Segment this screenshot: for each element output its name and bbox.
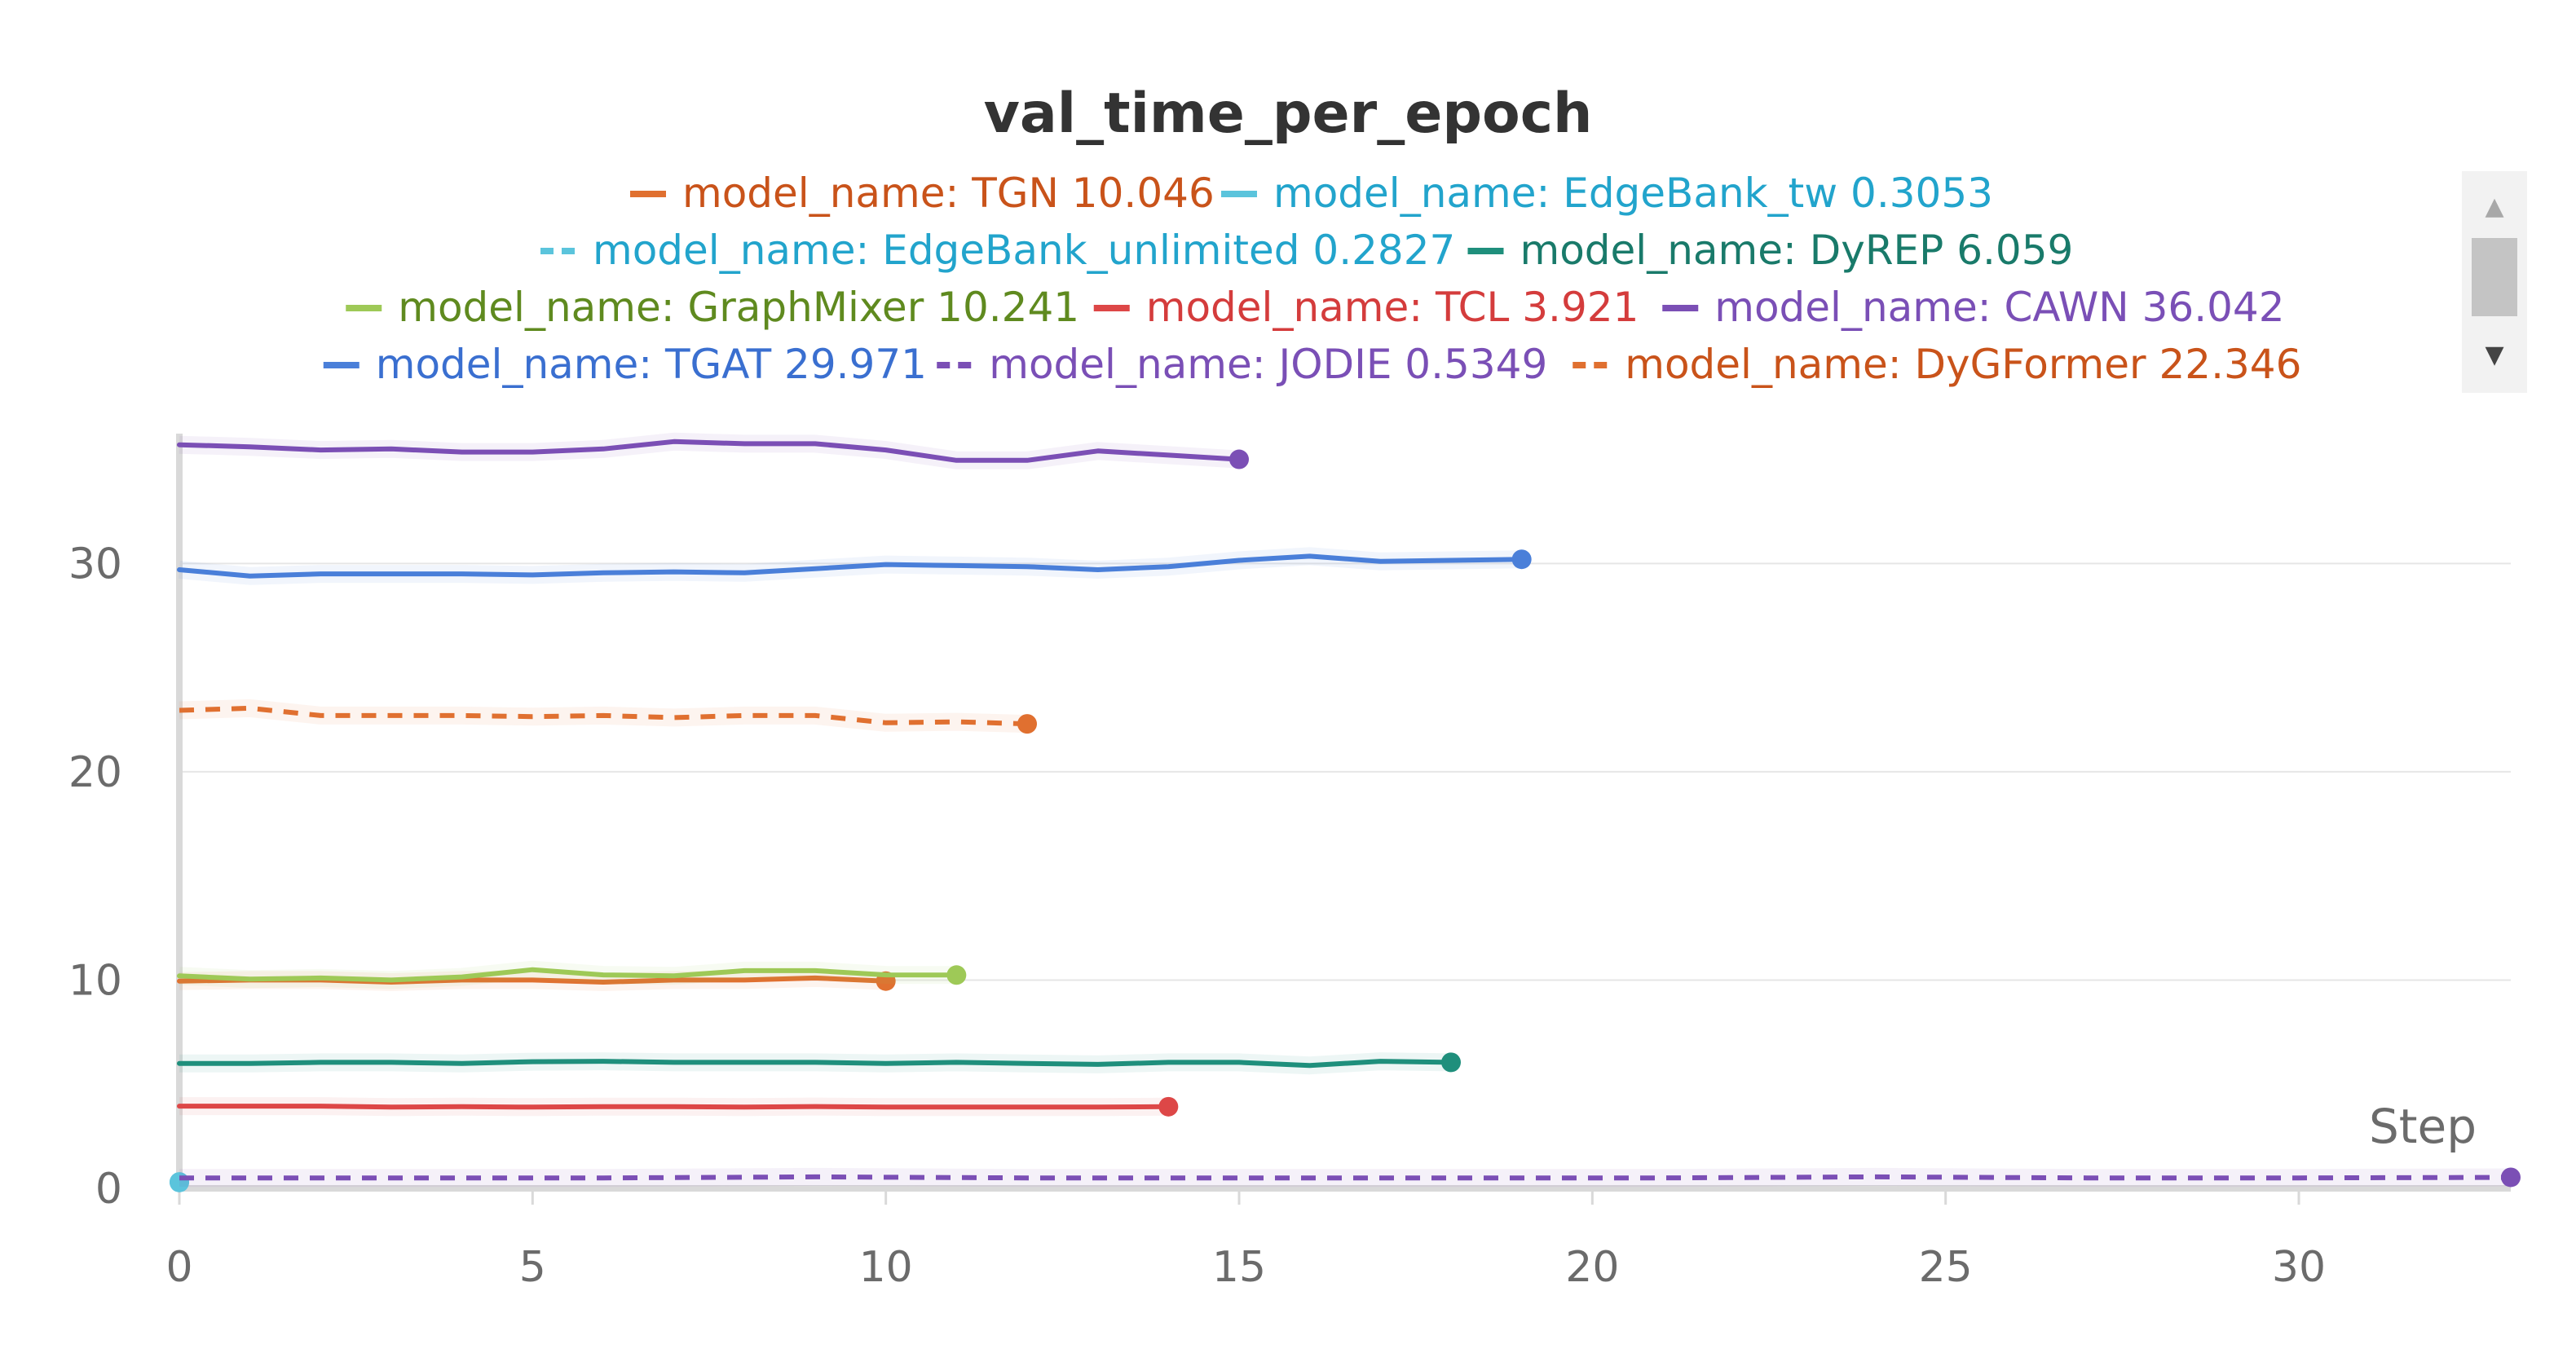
legend-item[interactable]: model_name: CAWN 36.042 (1662, 284, 2285, 331)
legend-label: model_name: DyREP 6.059 (1520, 227, 2074, 274)
y-tick-label: 10 (68, 956, 122, 1005)
x-tick-label: 20 (1565, 1243, 1619, 1292)
series-line (177, 553, 1524, 579)
series-end-point (1441, 1052, 1461, 1073)
series-end-point (1511, 549, 1532, 570)
x-tick-label: 25 (1919, 1243, 1973, 1292)
legend-item[interactable]: model_name: DyGFormer 22.346 (1573, 341, 2301, 388)
series-line (177, 1059, 1453, 1069)
series-5 (177, 1096, 1179, 1117)
tick-labels: 0 10 20 30 0 5 10 15 20 25 30 (68, 540, 2326, 1292)
legend-item[interactable]: model_name: TGAT 29.971 (323, 341, 927, 388)
y-tick-label: 0 (95, 1165, 122, 1214)
series-8 (179, 1167, 2521, 1188)
series-end-point (1158, 1096, 1179, 1117)
series-line (177, 967, 959, 983)
series-line (177, 1104, 1171, 1110)
series-end-point (2501, 1167, 2521, 1188)
series-group (170, 432, 2521, 1192)
x-tick-label: 30 (2272, 1243, 2326, 1292)
legend-label: model_name: GraphMixer 10.241 (398, 284, 1079, 331)
series-end-point (946, 965, 967, 985)
series-7 (177, 547, 1532, 585)
series-end-point (1017, 714, 1037, 734)
series-3 (177, 1052, 1461, 1075)
grid (179, 562, 2511, 1189)
legend-label: model_name: DyGFormer 22.346 (1625, 341, 2301, 388)
scroll-thumb[interactable] (2472, 238, 2517, 316)
x-tick-label: 0 (165, 1243, 192, 1292)
x-tick-label: 5 (519, 1243, 546, 1292)
scroll-down-icon[interactable]: ▼ (2485, 341, 2504, 369)
y-tick-label: 30 (68, 540, 122, 588)
series-line (179, 705, 1028, 727)
legend-item[interactable]: model_name: DyREP 6.059 (1467, 227, 2074, 274)
series-line (177, 439, 1242, 463)
legend-label: model_name: CAWN 36.042 (1714, 284, 2284, 331)
chart-title: val_time_per_epoch (984, 82, 1593, 146)
series-line (179, 1174, 2512, 1181)
series-9 (179, 699, 1037, 734)
x-axis-label: Step (2369, 1099, 2477, 1154)
y-tick-label: 20 (68, 748, 122, 797)
axes (176, 434, 2511, 1205)
legend-label: model_name: TCL 3.921 (1146, 284, 1639, 331)
series-4 (177, 960, 967, 989)
legend-item[interactable]: model_name: EdgeBank_unlimited 0.2827 (540, 227, 1455, 274)
legend-item[interactable]: model_name: TCL 3.921 (1093, 284, 1639, 331)
series-6 (177, 432, 1249, 469)
series-end-point (1229, 449, 1249, 469)
legend-item[interactable]: model_name: JODIE 0.5349 (937, 341, 1547, 388)
legend-item[interactable]: model_name: GraphMixer 10.241 (346, 284, 1079, 331)
scroll-up-icon[interactable]: ▲ (2485, 192, 2504, 221)
legend-label: model_name: JODIE 0.5349 (989, 341, 1547, 388)
legend-label: model_name: TGN 10.046 (682, 170, 1215, 217)
legend-label: model_name: TGAT 29.971 (376, 341, 927, 388)
legend: model_name: TGN 10.046 model_name: EdgeBa… (323, 170, 2301, 388)
legend-item[interactable]: model_name: TGN 10.046 (630, 170, 1215, 217)
legend-item[interactable]: model_name: EdgeBank_tw 0.3053 (1221, 170, 1993, 217)
x-tick-label: 10 (859, 1243, 913, 1292)
legend-scrollbar[interactable]: ▲ ▼ (2462, 171, 2527, 393)
legend-label: model_name: EdgeBank_unlimited 0.2827 (593, 227, 1455, 274)
legend-label: model_name: EdgeBank_tw 0.3053 (1273, 170, 1993, 217)
x-tick-label: 15 (1212, 1243, 1266, 1292)
